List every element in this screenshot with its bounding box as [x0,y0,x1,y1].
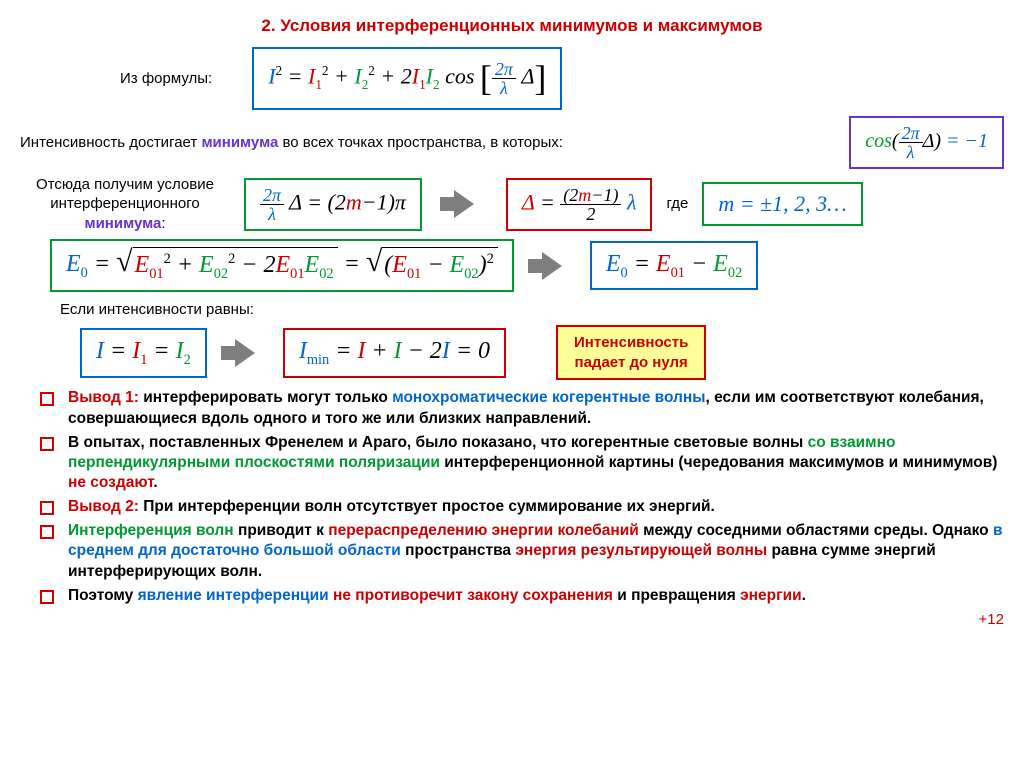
conclusions-list: Вывод 1: интерферировать могут только мо… [40,388,1004,605]
list-item: Интерференция волн приводит к перераспре… [40,521,1004,581]
row-min-text: Интенсивность достигает минимума во всех… [20,116,1004,169]
label-where: где [666,194,688,214]
page-number: +12 [20,610,1004,630]
arrow-icon [542,252,562,280]
arrow-icon [235,339,255,367]
callout-intensity-zero: Интенсивностьпадает до нуля [556,325,706,380]
label-from-formula: Из формулы: [120,69,212,89]
row-equal-intensities: I = I1 = I2 Imin = I + I − 2I = 0 Интенс… [80,325,1004,380]
row-min-derivation: Отсюда получим условие интерференционног… [20,175,1004,234]
row-formula-source: Из формулы: I2 = I12 + I22 + 2I1I2 cos [… [120,47,1004,110]
formula-intensity-squared: I2 = I12 + I22 + 2I1I2 cos [2πλ Δ] [252,47,562,110]
formula-m-values: m = ±1, 2, 3… [702,182,862,227]
arrow-icon [454,190,474,218]
formula-cos-minus1: cos(2πλΔ) = −1 [849,116,1004,169]
formula-i-equal: I = I1 = I2 [80,328,207,378]
formula-delta-condition: Δ = (2m−1)2 λ [506,178,653,231]
label-hence-condition: Отсюда получим условие интерференционног… [20,175,230,234]
list-item: В опытах, поставленных Френелем и Араго,… [40,433,1004,493]
section-title: 2. Условия интерференционных минимумов и… [20,15,1004,37]
label-if-equal: Если интенсивности равны: [60,300,1004,320]
text-minimum-condition: Интенсивность достигает минимума во всех… [20,133,563,153]
list-item: Вывод 1: интерферировать могут только мо… [40,388,1004,428]
formula-e0-simple: E0 = E01 − E02 [590,241,758,291]
formula-e0-expanded: E0 = √ E012 + E022 − 2E01E02 = √ (E01 − … [50,239,514,292]
list-item: Вывод 2: При интерференции волн отсутств… [40,497,1004,517]
list-item: Поэтому явление интерференции не противо… [40,586,1004,606]
row-e0: E0 = √ E012 + E022 − 2E01E02 = √ (E01 − … [50,239,1004,292]
formula-phase-condition: 2πλ Δ = (2m−1)π [244,178,422,231]
formula-imin-zero: Imin = I + I − 2I = 0 [283,328,506,378]
